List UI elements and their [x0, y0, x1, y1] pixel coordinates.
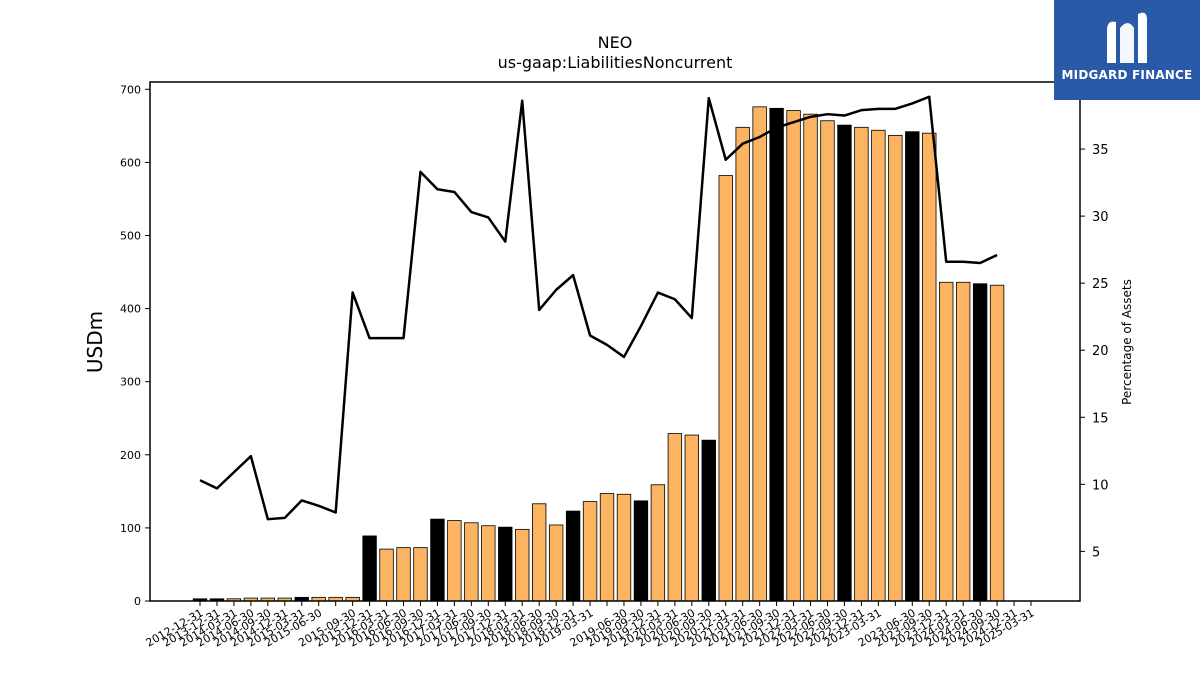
bar	[498, 526, 513, 602]
bar	[633, 500, 649, 602]
logo-text: MIDGARD FINANCE	[1061, 68, 1193, 82]
bar	[599, 493, 615, 602]
bar	[718, 175, 733, 602]
bar	[803, 113, 818, 602]
y-tick-label: 100	[120, 522, 141, 535]
bar	[447, 520, 462, 602]
bar	[701, 439, 716, 602]
bar	[820, 120, 835, 602]
bar	[616, 493, 632, 602]
bar	[684, 434, 700, 602]
bar	[413, 547, 428, 602]
bar	[854, 126, 869, 602]
y2-tick-label: 30	[1092, 210, 1109, 225]
bar	[972, 283, 988, 602]
y2-tick-label: 35	[1092, 143, 1109, 158]
bar	[955, 281, 971, 602]
bar	[922, 132, 937, 602]
y2-tick-label: 25	[1092, 277, 1109, 292]
bar	[362, 535, 377, 602]
bar	[939, 281, 954, 602]
x-axis: 2012-12-312013-12-312014-03-312014-06-30…	[144, 601, 1037, 650]
y2-tick-label: 5	[1092, 545, 1100, 560]
bar	[871, 129, 886, 602]
midgard-finance-logo: MIDGARD FINANCE	[1054, 0, 1200, 100]
y2-tick-label: 10	[1092, 478, 1109, 493]
plot-frame	[149, 81, 1081, 602]
line-group	[199, 95, 998, 521]
bar	[786, 110, 801, 602]
bar	[532, 503, 547, 602]
y-tick-label: 200	[120, 449, 141, 462]
y-tick-label: 500	[120, 230, 141, 243]
bar	[905, 131, 920, 602]
chart-subtitle: us-gaap:LiabilitiesNoncurrent	[498, 53, 733, 72]
bar	[565, 510, 581, 602]
series-line	[199, 95, 998, 521]
bar	[548, 524, 564, 602]
bar	[650, 484, 666, 602]
y2-axis-label: Percentage of Assets	[1120, 279, 1134, 405]
y-axis-left: 0 100 200 300 400 500 600 700	[120, 83, 150, 608]
y-tick-label: 400	[120, 303, 141, 316]
bar	[769, 107, 784, 602]
bar	[430, 518, 445, 602]
bar	[582, 501, 598, 602]
y-tick-label: 600	[120, 156, 141, 169]
y-axis-label: USDm	[83, 311, 107, 373]
bar	[989, 284, 1005, 602]
bar	[752, 106, 767, 602]
y-axis-right: 5 10 15 20 25 30 35	[1080, 143, 1109, 560]
bar	[837, 124, 852, 602]
bars-group	[192, 106, 1005, 602]
bar	[735, 126, 750, 602]
bar	[396, 547, 411, 602]
y-tick-label: 700	[120, 83, 141, 96]
y2-tick-label: 20	[1092, 344, 1109, 359]
y2-tick-label: 15	[1092, 411, 1109, 426]
bar	[464, 522, 479, 602]
midgard-logo-icon	[1107, 12, 1147, 64]
y-tick-label: 300	[120, 376, 141, 389]
bar	[481, 525, 496, 602]
bar	[515, 528, 530, 602]
bar	[888, 134, 903, 602]
y-tick-label: 0	[134, 595, 141, 608]
bar	[379, 548, 394, 602]
chart-title: NEO	[598, 33, 633, 52]
bar	[667, 433, 683, 602]
